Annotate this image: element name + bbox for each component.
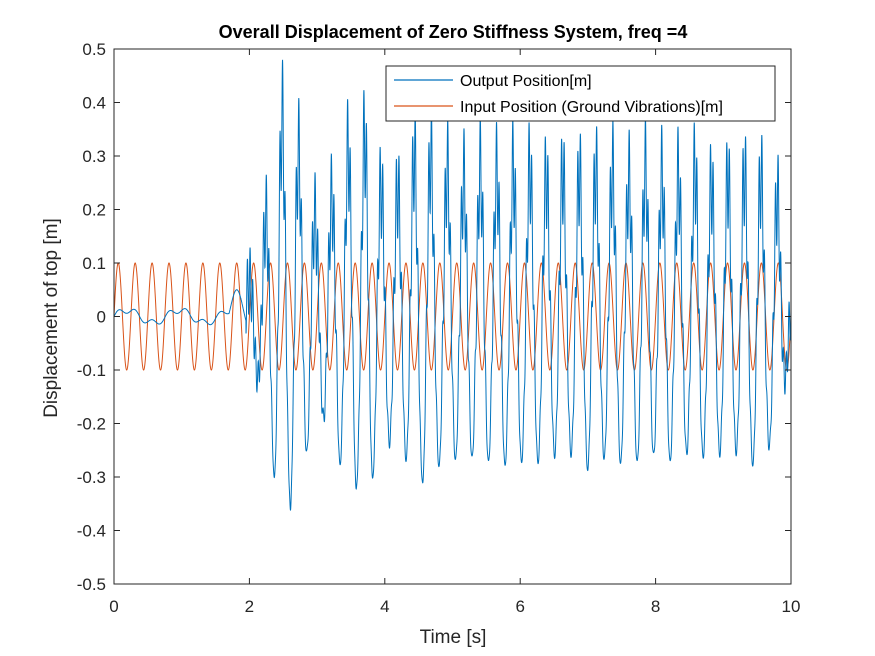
y-tick-label: -0.2 <box>77 415 106 434</box>
x-tick-label: 10 <box>782 597 801 616</box>
x-tick-label: 0 <box>109 597 118 616</box>
y-tick-label: -0.5 <box>77 575 106 594</box>
y-tick-label: -0.3 <box>77 468 106 487</box>
x-axis-label: Time [s] <box>420 627 487 648</box>
chart-title: Overall Displacement of Zero Stiffness S… <box>219 22 688 42</box>
x-tick-label: 4 <box>380 597 389 616</box>
x-tick-label: 8 <box>651 597 660 616</box>
y-tick-label: 0.3 <box>82 147 106 166</box>
y-tick-label: 0.4 <box>82 94 106 113</box>
legend-box <box>385 65 776 122</box>
series-line-input <box>113 262 792 371</box>
y-tick-label: 0.5 <box>82 40 106 59</box>
x-tick-label: 2 <box>245 597 254 616</box>
y-axis-label: Displacement of top [m] <box>41 218 62 418</box>
y-tick-label: 0 <box>97 308 106 327</box>
legend-label-input: Input Position (Ground Vibrations)[m] <box>460 99 723 116</box>
plot-series <box>113 59 792 511</box>
axis-ticks: 0 2 4 6 8 10 -0.5 -0.4 -0.3 -0.2 -0.1 0 0.1 0.2 0.3 0.4… <box>77 40 801 616</box>
legend: Output Position[m] Input Position (Groun… <box>385 65 776 122</box>
y-tick-label: 0.2 <box>82 201 106 220</box>
legend-label-output: Output Position[m] <box>460 73 592 90</box>
y-tick-label: -0.4 <box>77 522 106 541</box>
series-line-output <box>113 59 792 511</box>
y-tick-label: 0.1 <box>82 254 106 273</box>
y-tick-label: -0.1 <box>77 361 106 380</box>
x-tick-label: 6 <box>515 597 524 616</box>
